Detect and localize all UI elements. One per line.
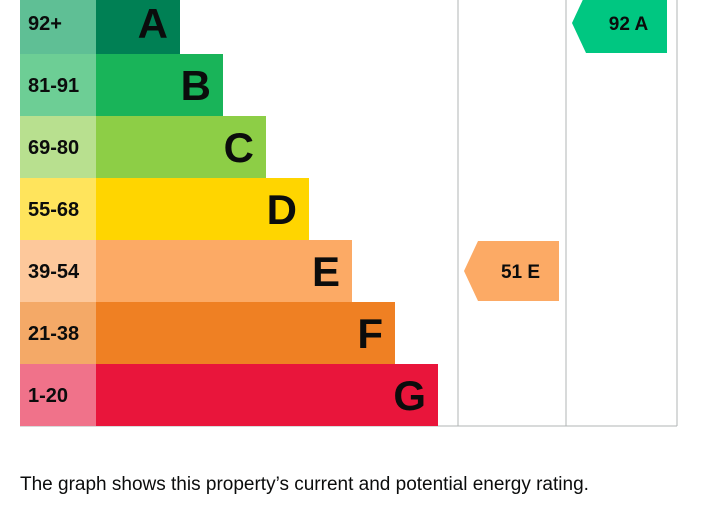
band-d-range-label: 55-68 <box>28 199 79 221</box>
band-a: 92+ A <box>20 0 180 54</box>
current-rating-label: 51 E <box>501 262 540 283</box>
band-f-range-cell <box>20 302 96 364</box>
rating-markers: 51 E 92 A <box>464 0 667 301</box>
band-b-letter: B <box>181 62 211 109</box>
band-b-range-label: 81-91 <box>28 75 79 97</box>
band-a-bar <box>96 0 180 54</box>
band-b: 81-91 B <box>20 54 223 116</box>
potential-rating-arrow <box>572 0 667 53</box>
band-f-letter: F <box>357 310 383 357</box>
rating-bands: 92+ A 81-91 B 69-80 C 55-68 D 39-54 E 21-38 F 1-20 G <box>20 0 438 426</box>
band-g: 1-20 G <box>20 364 438 426</box>
band-g-bar <box>96 364 438 426</box>
band-e: 39-54 E <box>20 240 352 302</box>
band-e-letter: E <box>312 248 340 295</box>
band-c-letter: C <box>224 124 254 171</box>
band-f-bar <box>96 302 395 364</box>
band-d-letter: D <box>267 186 297 233</box>
band-d: 55-68 D <box>20 178 309 240</box>
current-rating-marker: 51 E <box>464 241 559 301</box>
band-f-range-label: 21-38 <box>28 323 79 345</box>
band-c-range-label: 69-80 <box>28 137 79 159</box>
band-d-bar <box>96 178 309 240</box>
band-a-range-label: 92+ <box>28 13 62 35</box>
band-f: 21-38 F <box>20 302 395 364</box>
band-e-range-cell <box>20 240 96 302</box>
band-b-range-cell <box>20 54 96 116</box>
band-g-range-label: 1-20 <box>28 385 68 407</box>
band-c: 69-80 C <box>20 116 266 178</box>
potential-rating-label: 92 A <box>609 14 649 35</box>
band-a-range-cell <box>20 0 96 54</box>
band-g-range-cell <box>20 364 96 426</box>
potential-rating-marker: 92 A <box>572 0 667 53</box>
band-e-bar <box>96 240 352 302</box>
band-c-bar <box>96 116 266 178</box>
band-b-bar <box>96 54 223 116</box>
band-e-range-label: 39-54 <box>28 261 80 283</box>
band-a-letter: A <box>138 0 168 47</box>
chart-caption: The graph shows this property’s current … <box>20 474 589 495</box>
band-c-range-cell <box>20 116 96 178</box>
band-d-range-cell <box>20 178 96 240</box>
band-g-letter: G <box>393 372 426 419</box>
current-rating-arrow <box>464 241 559 301</box>
